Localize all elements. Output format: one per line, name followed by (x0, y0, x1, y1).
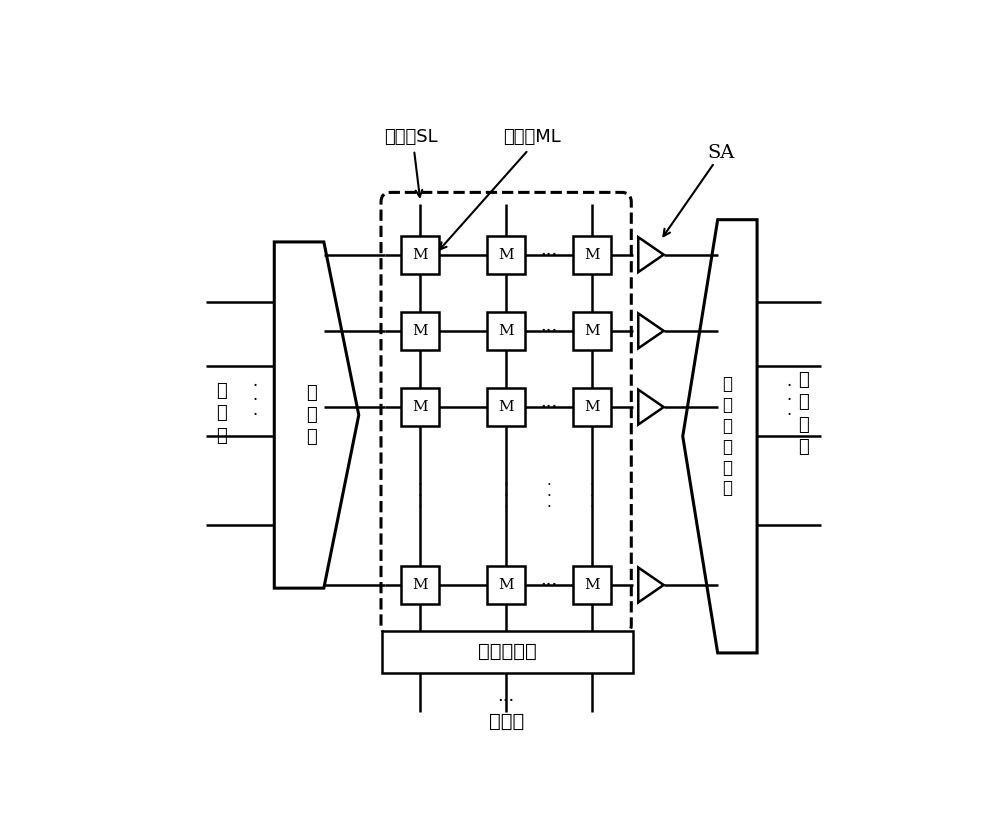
Bar (573, 312, 611, 350)
Bar (401, 388, 439, 427)
Text: ···: ··· (498, 692, 515, 710)
Text: 译
码
器: 译 码 器 (306, 384, 317, 446)
Text: ·
·
·: · · · (786, 378, 791, 424)
Text: ···: ··· (540, 246, 558, 264)
Bar (487, 312, 525, 350)
Text: M: M (413, 400, 428, 414)
Bar (573, 566, 611, 604)
Text: M: M (584, 400, 600, 414)
Text: 搜索线SL: 搜索线SL (384, 128, 438, 146)
Text: SA: SA (707, 144, 735, 162)
Bar (487, 566, 525, 604)
Bar (401, 312, 439, 350)
Text: M: M (413, 578, 428, 592)
Polygon shape (638, 389, 664, 425)
Text: M: M (584, 578, 600, 592)
Bar (487, 236, 525, 274)
Polygon shape (274, 242, 359, 588)
Text: M: M (498, 324, 514, 338)
Text: ·
·
·: · · · (589, 478, 594, 514)
Text: ·
·
·: · · · (547, 478, 551, 514)
Text: M: M (413, 248, 428, 262)
Polygon shape (683, 219, 757, 653)
Text: 优
先
级
编
码
器: 优 先 级 编 码 器 (723, 375, 733, 497)
Text: 匹配线ML: 匹配线ML (503, 128, 560, 146)
Text: ·
·
·: · · · (504, 478, 509, 514)
Text: ·
·
·: · · · (418, 478, 423, 514)
Text: 地
址
线: 地 址 线 (216, 382, 227, 445)
Bar (401, 566, 439, 604)
Text: ···: ··· (540, 576, 558, 594)
Text: M: M (584, 248, 600, 262)
Text: M: M (498, 400, 514, 414)
Polygon shape (638, 568, 664, 602)
Bar (487, 388, 525, 427)
Text: ···: ··· (540, 398, 558, 416)
Bar (573, 388, 611, 427)
Text: M: M (498, 578, 514, 592)
Bar (573, 236, 611, 274)
Bar (382, 630, 633, 672)
Text: 匹
配
输
出: 匹 配 输 出 (798, 371, 809, 455)
Text: M: M (498, 248, 514, 262)
Text: M: M (413, 324, 428, 338)
Text: ·
·
·: · · · (253, 378, 258, 424)
Polygon shape (638, 237, 664, 272)
Bar (401, 236, 439, 274)
Text: ···: ··· (540, 322, 558, 340)
Text: 搜索字: 搜索字 (489, 712, 524, 731)
Text: 搜索线驱动: 搜索线驱动 (478, 642, 537, 661)
Text: M: M (584, 324, 600, 338)
Polygon shape (638, 314, 664, 348)
